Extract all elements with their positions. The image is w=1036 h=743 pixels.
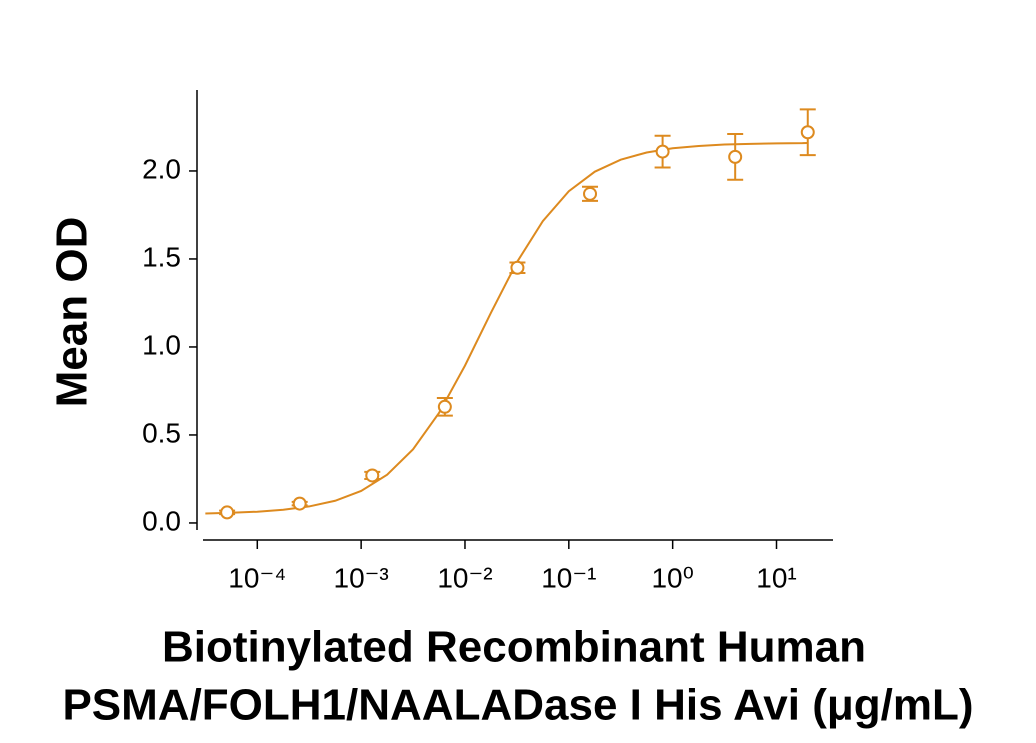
y-axis-title: Mean OD: [48, 217, 97, 408]
point: [510, 260, 525, 275]
point: [220, 505, 235, 520]
y-tick-label: 1.5: [142, 241, 181, 272]
y-tick-label: 0.5: [142, 417, 181, 448]
fit-curve: [205, 141, 808, 515]
x-tick-label: 10⁰: [651, 562, 693, 593]
point: [728, 149, 743, 164]
point: [800, 125, 815, 140]
y-tick-label: 0.0: [142, 505, 181, 536]
x-axis-title: PSMA/FOLH1/NAALADase I His Avi (μg/mL): [62, 681, 973, 730]
x-axis-title: Biotinylated Recombinant Human: [162, 623, 866, 672]
x-tick-label: 10⁻³: [334, 562, 389, 593]
point: [365, 468, 380, 483]
x-tick-label: 10⁻⁴: [228, 562, 286, 593]
x-tick-label: 10¹: [756, 562, 796, 593]
point: [437, 399, 452, 414]
x-tick-label: 10⁻²: [437, 562, 492, 593]
y-tick-label: 1.0: [142, 329, 181, 360]
x-tick-label: 10⁻¹: [541, 562, 596, 593]
point: [583, 186, 598, 201]
y-tick-label: 2.0: [142, 153, 181, 184]
point: [655, 144, 670, 159]
point: [292, 496, 307, 511]
